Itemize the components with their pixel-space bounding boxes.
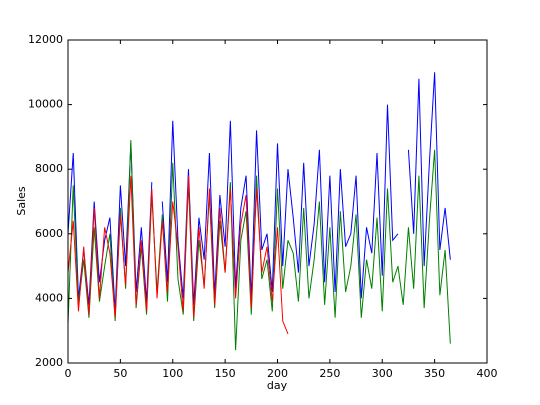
- x-tick-label: 100: [162, 367, 183, 380]
- x-tick-label: 50: [113, 367, 127, 380]
- series-line: [67, 175, 289, 335]
- x-axis-label: day: [267, 379, 288, 392]
- x-tick-label: 0: [65, 367, 72, 380]
- x-tick-label: 150: [215, 367, 236, 380]
- plot-frame: [67, 39, 488, 364]
- x-tick-label: 250: [319, 367, 340, 380]
- y-tick-label: 2000: [35, 356, 63, 369]
- y-tick-label: 8000: [35, 162, 63, 175]
- y-axis-label: Sales: [15, 186, 28, 216]
- y-tick-label: 4000: [35, 291, 63, 304]
- y-tick-label: 10000: [28, 98, 63, 111]
- x-tick-label: 350: [424, 367, 445, 380]
- x-tick-label: 300: [372, 367, 393, 380]
- y-tick-label: 12000: [28, 33, 63, 46]
- x-tick-label: 400: [477, 367, 498, 380]
- series-line: [67, 140, 451, 351]
- y-tick-label: 6000: [35, 227, 63, 240]
- x-tick-label: 200: [267, 367, 288, 380]
